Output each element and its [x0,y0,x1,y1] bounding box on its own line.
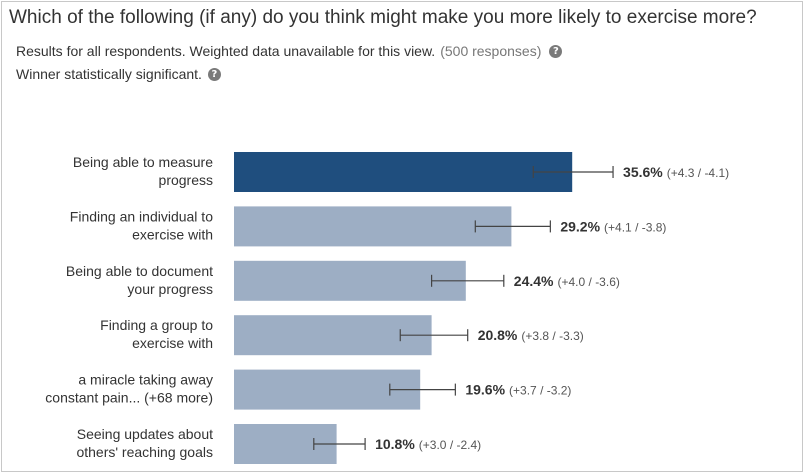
confidence-interval-label: (+3.7 / -3.2) [509,384,571,398]
results-note-line: Results for all respondents. Weighted da… [16,42,563,60]
results-note: Results for all respondents. Weighted da… [16,43,436,59]
category-label: Finding an individual to [70,208,213,224]
responses-count: (500 responses) [440,43,542,59]
bar[interactable] [234,206,512,247]
value-label: 24.4% [514,273,554,289]
value-label: 35.6% [623,164,663,180]
bar[interactable] [234,152,573,192]
value-label: 29.2% [560,218,600,234]
category-label: Being able to measure [73,154,213,170]
question-title: Which of the following (if any) do you t… [9,7,757,28]
value-label: 10.8% [375,436,415,452]
confidence-interval-label: (+4.3 / -4.1) [667,166,729,180]
confidence-interval-label: (+4.1 / -3.8) [604,220,666,234]
category-label: a miracle taking away [78,372,213,388]
category-label: your progress [127,281,213,297]
value-label: 19.6% [465,382,505,398]
significance-note-line: Winner statistically significant. ? [16,65,221,83]
category-label: exercise with [132,335,213,351]
category-label: Being able to document [66,263,213,279]
question-mark-icon[interactable]: ? [549,44,563,58]
question-mark-icon[interactable]: ? [207,67,221,81]
bar[interactable] [234,260,466,301]
category-label: exercise with [132,226,213,242]
confidence-interval-label: (+3.8 / -3.3) [521,329,583,343]
category-label: Seeing updates about [77,426,213,442]
confidence-interval-label: (+4.0 / -3.6) [558,275,620,289]
bar[interactable] [234,315,432,356]
category-label: progress [159,172,213,188]
value-label: 20.8% [478,327,518,343]
bar[interactable] [234,369,421,410]
category-label: constant pain... (+68 more) [45,390,213,406]
category-label: Finding a group to [100,317,213,333]
confidence-interval-label: (+3.0 / -2.4) [419,438,481,452]
category-label: others' reaching goals [76,444,213,460]
significance-note: Winner statistically significant. [16,66,202,82]
